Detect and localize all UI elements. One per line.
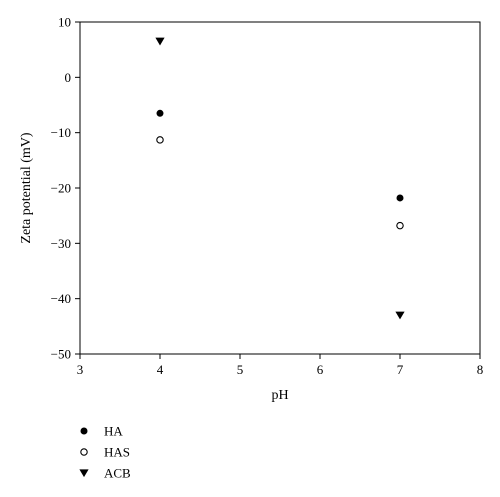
x-tick-label: 8 [477,362,484,377]
x-axis-ticks: 3 4 5 6 7 8 [77,354,484,377]
legend-label-ha: HA [104,424,123,439]
data-point-acb [155,37,165,46]
legend-label-acb: ACB [104,466,131,481]
y-tick-label: −50 [51,347,71,362]
y-axis-ticks: 10 0 −10 −20 −30 −40 −50 [51,15,80,362]
data-points [155,37,405,320]
x-axis-title: pH [271,388,288,403]
legend-label-has: HAS [104,445,130,460]
data-point-has [396,221,404,230]
y-tick-label: −10 [51,125,71,140]
legend-marker-ha [80,427,88,435]
x-tick-label: 3 [77,362,84,377]
x-tick-label: 4 [157,362,164,377]
y-tick-label: −30 [51,236,71,251]
data-point-ha [156,109,164,117]
data-point-has [156,136,164,144]
plot-frame [79,21,481,355]
y-tick-label: −40 [51,291,71,306]
y-tick-label: −20 [51,181,71,196]
x-tick-label: 5 [237,362,244,377]
legend: HA HAS ACB [79,424,131,481]
x-tick-label: 7 [397,362,404,377]
legend-marker-has [80,448,88,456]
legend-marker-acb [79,469,89,478]
data-point-acb [395,311,405,320]
y-tick-label: 0 [65,70,72,85]
y-tick-label: 10 [58,15,71,30]
data-point-ha [396,194,404,202]
x-tick-label: 6 [317,362,324,377]
y-axis-title: Zeta potential (mV) [19,132,34,244]
